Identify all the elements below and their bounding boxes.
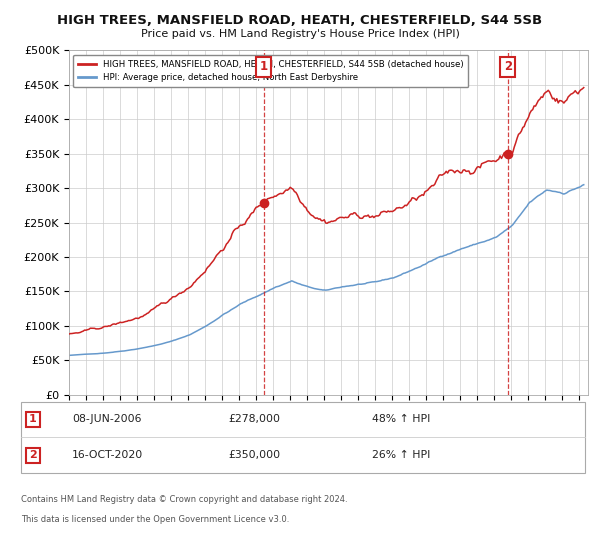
Text: 1: 1 xyxy=(29,414,37,424)
Text: 48% ↑ HPI: 48% ↑ HPI xyxy=(372,414,430,424)
Text: £278,000: £278,000 xyxy=(228,414,280,424)
Text: 2: 2 xyxy=(504,60,512,73)
Text: 08-JUN-2006: 08-JUN-2006 xyxy=(72,414,142,424)
Text: 1: 1 xyxy=(260,60,268,73)
Text: HIGH TREES, MANSFIELD ROAD, HEATH, CHESTERFIELD, S44 5SB: HIGH TREES, MANSFIELD ROAD, HEATH, CHEST… xyxy=(58,14,542,27)
Text: 16-OCT-2020: 16-OCT-2020 xyxy=(72,450,143,460)
Text: This data is licensed under the Open Government Licence v3.0.: This data is licensed under the Open Gov… xyxy=(21,515,289,524)
Text: Price paid vs. HM Land Registry's House Price Index (HPI): Price paid vs. HM Land Registry's House … xyxy=(140,29,460,39)
Text: 2: 2 xyxy=(29,450,37,460)
Text: £350,000: £350,000 xyxy=(228,450,280,460)
Legend: HIGH TREES, MANSFIELD ROAD, HEATH, CHESTERFIELD, S44 5SB (detached house), HPI: : HIGH TREES, MANSFIELD ROAD, HEATH, CHEST… xyxy=(73,55,469,87)
Text: Contains HM Land Registry data © Crown copyright and database right 2024.: Contains HM Land Registry data © Crown c… xyxy=(21,495,347,504)
Text: 26% ↑ HPI: 26% ↑ HPI xyxy=(372,450,430,460)
